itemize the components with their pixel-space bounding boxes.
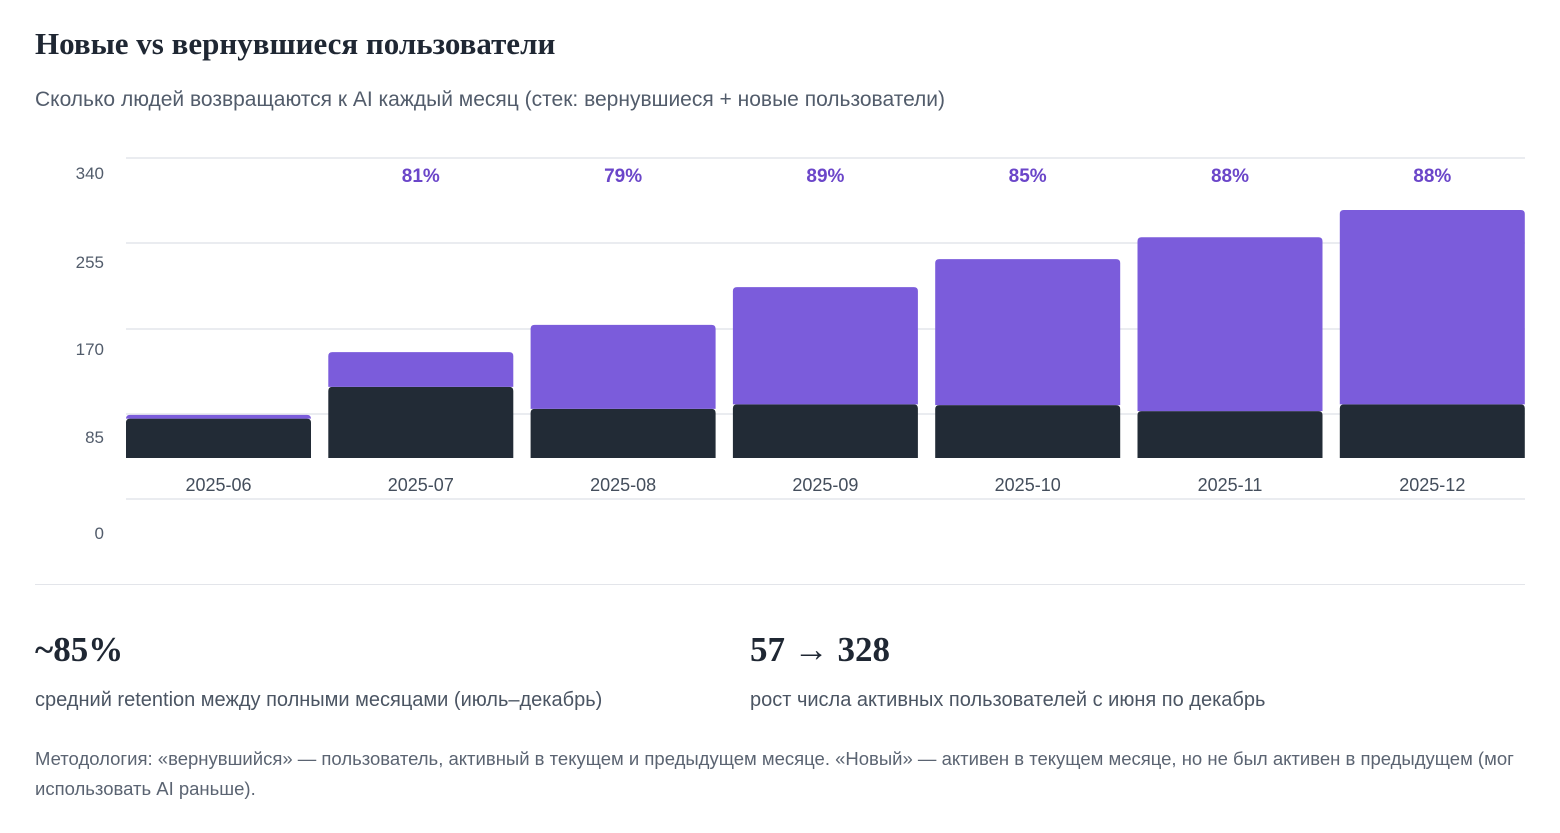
y-tick-label: 0 [95,524,104,543]
bar-segment-returning [935,259,1121,406]
chart-title: Новые vs вернувшиеся пользователи [35,26,556,61]
bar-segment-new [328,386,514,458]
retention-label: 79% [604,166,642,187]
x-tick-label: 2025-09 [792,475,858,495]
retention-label: 85% [1009,166,1047,187]
x-tick-label: 2025-12 [1399,475,1465,495]
x-tick-label: 2025-06 [185,475,251,495]
x-tick-label: 2025-11 [1198,475,1263,495]
bar-segment-returning [530,324,716,409]
bar-segment-returning [126,414,311,419]
bar-segment-new [935,405,1121,458]
y-tick-label: 170 [76,340,104,359]
retention-label: 89% [806,166,844,187]
bar-segment-returning [732,287,918,405]
bar-segment-new [530,408,716,458]
retention-label: 81% [402,166,440,187]
stat-growth-description: рост числа активных пользователей с июня… [750,689,1266,711]
retention-label: 88% [1413,166,1451,187]
stat-growth-value: 57 → 328 [750,630,890,669]
chart-subtitle: Сколько людей возвращаются к AI каждый м… [35,88,946,111]
divider [35,584,1525,585]
retention-label: 88% [1211,166,1249,187]
stat-retention-value: ~85% [35,630,124,669]
y-tick-label: 85 [85,428,104,447]
bar-segment-new [1137,411,1323,458]
bar-segment-new [732,404,918,458]
bar-segment-returning [1339,210,1525,405]
y-tick-label: 255 [76,253,104,272]
bar-segment-returning [1137,237,1323,412]
stat-retention-description: средний retention между полными месяцами… [35,689,603,711]
bar-segment-new [126,418,311,458]
y-tick-label: 340 [76,164,104,183]
x-tick-label: 2025-08 [590,475,656,495]
bar-segment-returning [328,352,514,387]
methodology-note: Методология: «вернувшийся» — пользовател… [35,748,1514,799]
x-tick-label: 2025-07 [388,475,454,495]
stacked-bar-chart: 340 255 170 85 0 2025-06 2025-07 81% 2025-08 79% 2… [76,157,1525,543]
bar-segment-new [1339,404,1525,458]
x-tick-label: 2025-10 [995,475,1061,495]
